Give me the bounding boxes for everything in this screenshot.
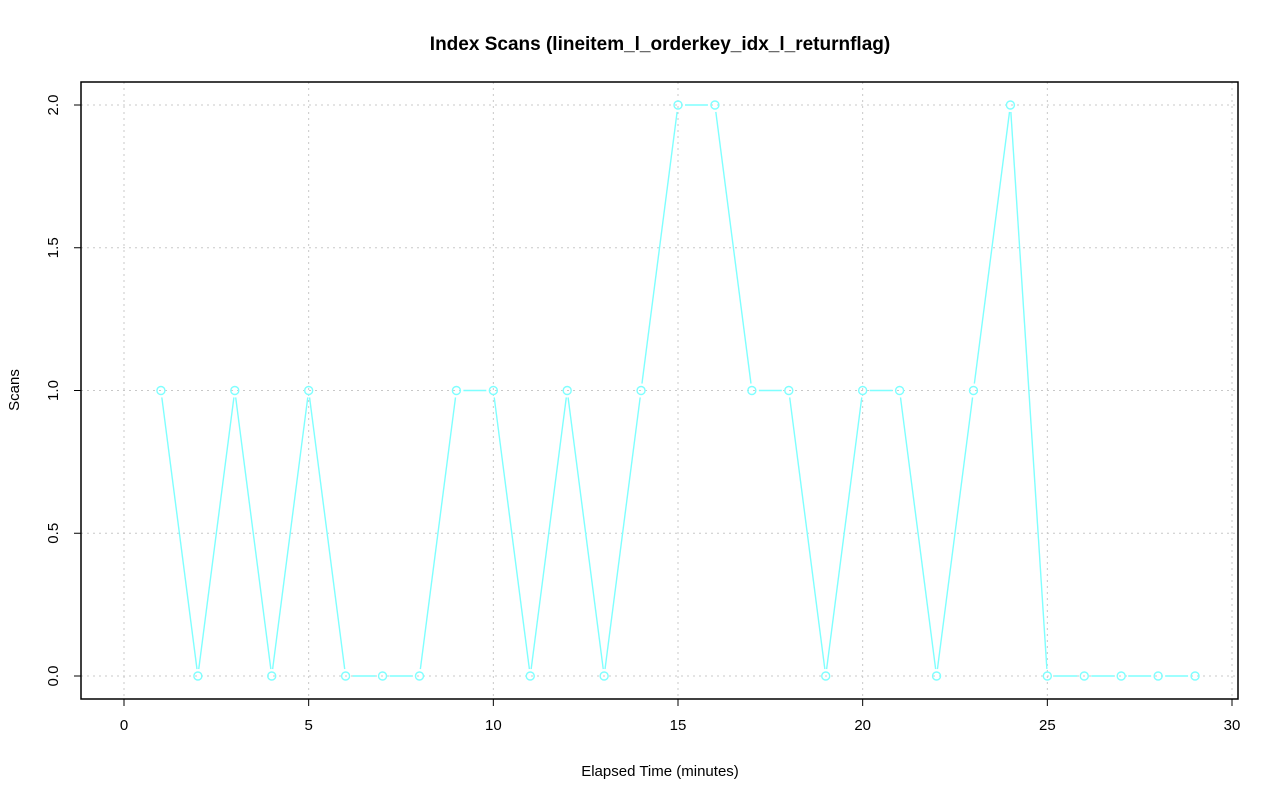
y-tick-label: 2.0 bbox=[45, 95, 62, 116]
x-tick-label: 5 bbox=[304, 717, 312, 734]
data-point bbox=[377, 671, 388, 681]
axes: 0 5 10 15 20 25 30 0.0 0.5 1.0 1.5 2.0 bbox=[45, 95, 1240, 734]
x-tick-label: 0 bbox=[120, 717, 128, 734]
y-tick-label: 0.0 bbox=[45, 666, 62, 687]
x-tick-label: 10 bbox=[485, 717, 502, 734]
data-point bbox=[1116, 671, 1126, 681]
data-point bbox=[968, 385, 979, 396]
x-tick-label: 15 bbox=[670, 717, 687, 734]
series-segment bbox=[567, 397, 604, 670]
data-point bbox=[857, 385, 868, 396]
data-point bbox=[451, 385, 462, 396]
x-tick-label: 20 bbox=[854, 717, 871, 734]
data-point bbox=[525, 671, 535, 681]
data-point bbox=[303, 385, 314, 396]
series-segment bbox=[973, 111, 1011, 384]
data-point bbox=[1042, 671, 1053, 681]
series-segment bbox=[789, 397, 826, 670]
data-point bbox=[1005, 100, 1016, 110]
data-point bbox=[340, 671, 351, 681]
series-segment bbox=[825, 397, 863, 670]
x-tick-label: 30 bbox=[1224, 717, 1241, 734]
data-point bbox=[636, 385, 646, 396]
y-tick-label: 1.5 bbox=[45, 237, 62, 258]
series-segment bbox=[604, 397, 641, 670]
data-point bbox=[821, 671, 831, 681]
y-tick-label: 0.5 bbox=[45, 523, 62, 544]
data-point bbox=[267, 671, 277, 681]
chart-title: Index Scans (lineitem_l_orderkey_idx_l_r… bbox=[430, 34, 890, 55]
x-tick-label: 25 bbox=[1039, 717, 1056, 734]
data-point bbox=[931, 671, 942, 681]
series-line bbox=[156, 100, 1200, 681]
data-point bbox=[414, 671, 425, 681]
data-point bbox=[193, 671, 203, 681]
data-point bbox=[747, 385, 757, 396]
data-point bbox=[894, 385, 905, 396]
data-point bbox=[599, 671, 609, 681]
series-segment bbox=[715, 111, 752, 384]
data-point bbox=[1153, 671, 1163, 681]
data-point bbox=[1079, 671, 1089, 681]
y-axis-label: Scans bbox=[6, 369, 23, 411]
grid-lines bbox=[81, 82, 1238, 699]
series-segment bbox=[419, 397, 457, 670]
data-point bbox=[673, 100, 683, 110]
series-segment bbox=[493, 397, 531, 670]
data-point bbox=[562, 385, 572, 396]
data-point bbox=[230, 385, 240, 396]
data-point bbox=[156, 385, 166, 396]
x-axis-label: Elapsed Time (minutes) bbox=[581, 763, 739, 780]
data-point bbox=[488, 385, 499, 396]
series-segment bbox=[530, 397, 567, 670]
series-segment bbox=[271, 397, 309, 670]
data-point bbox=[784, 385, 794, 396]
data-point bbox=[710, 100, 720, 110]
series-segment bbox=[235, 397, 272, 670]
series-segment bbox=[308, 397, 346, 670]
data-point bbox=[1190, 671, 1200, 681]
series-segment bbox=[641, 111, 678, 384]
series-segment bbox=[161, 397, 198, 670]
series-segment bbox=[1010, 111, 1048, 670]
series-layer bbox=[156, 100, 1200, 681]
series-segment bbox=[936, 397, 974, 670]
plot-frame bbox=[80, 81, 1239, 700]
series-segment bbox=[899, 397, 937, 670]
y-tick-label: 1.0 bbox=[45, 380, 62, 401]
series-segment bbox=[198, 397, 235, 670]
